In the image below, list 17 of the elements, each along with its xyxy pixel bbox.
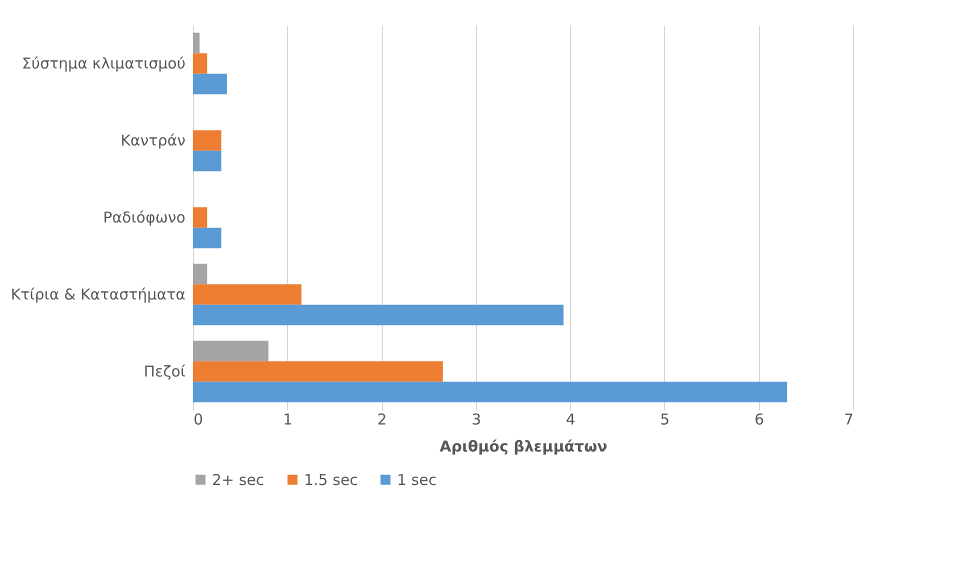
y-tick-label: Ραδιόφωνο xyxy=(103,208,186,226)
x-tick-label: 4 xyxy=(566,410,576,428)
y-tick-label: Πεζοί xyxy=(144,362,186,380)
x-tick-label: 2 xyxy=(377,410,387,428)
x-axis-title: Αριθμός βλεμμάτων xyxy=(440,438,608,456)
x-tick-label: 7 xyxy=(844,410,854,428)
y-tick-label: Καντράν xyxy=(120,132,186,150)
x-tick-label: 0 xyxy=(194,410,204,428)
legend-label: 1.5 sec xyxy=(304,470,358,489)
x-tick-label: 6 xyxy=(754,410,764,428)
x-tick-label: 5 xyxy=(660,410,670,428)
legend-label: 1 sec xyxy=(397,470,437,489)
x-tick-label: 1 xyxy=(283,410,293,428)
y-tick-label: Κτίρια & Καταστήματα xyxy=(10,286,186,304)
y-tick-label: Σύστημα κλιματισμού xyxy=(22,54,186,72)
x-tick-label: 3 xyxy=(472,410,482,428)
legend-label: 2+ sec xyxy=(212,470,264,489)
